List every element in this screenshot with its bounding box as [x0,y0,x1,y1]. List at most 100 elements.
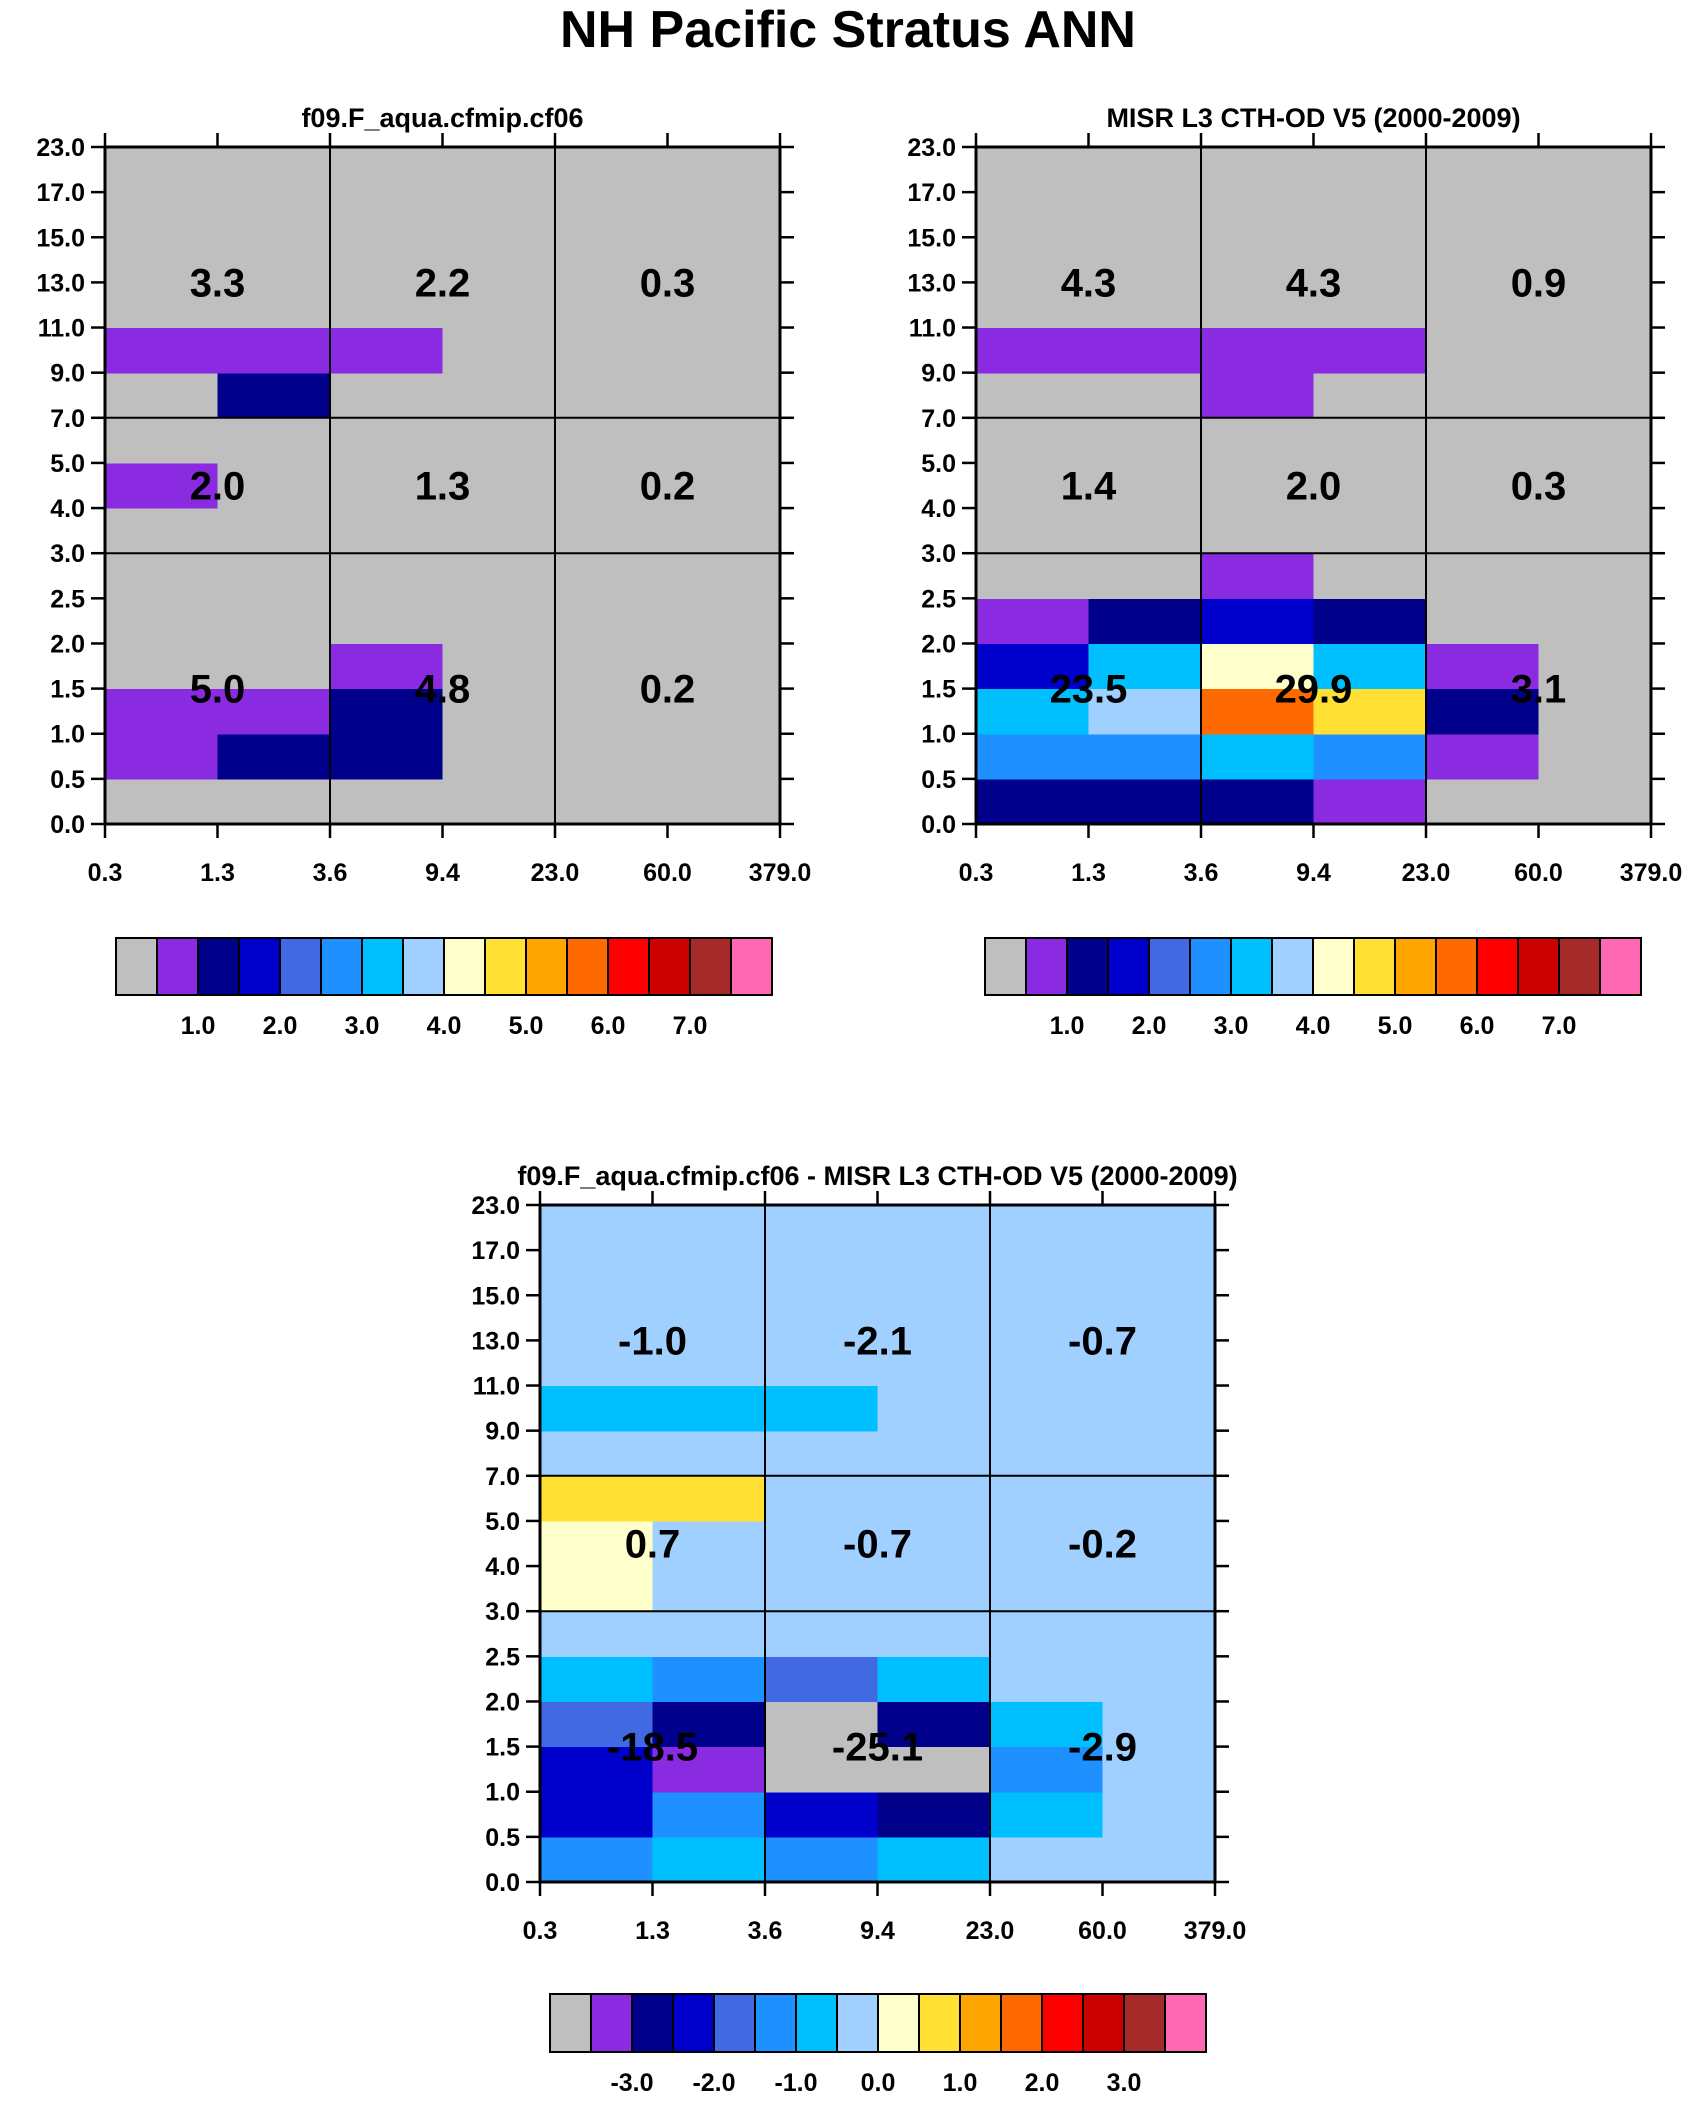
colorbar-label: 3.0 [1214,1012,1249,1040]
heatmap-cell [442,598,556,645]
block-value-label: -0.7 [1068,1319,1137,1363]
heatmap-cell [1102,1701,1216,1748]
heatmap-cell [765,1611,879,1657]
heatmap-cell [652,1836,766,1883]
y-tick-label: 7.0 [485,1463,520,1491]
y-tick-label: 0.5 [921,766,956,794]
colorbar-label: -3.0 [610,2069,653,2097]
x-tick-label: 3.6 [1184,859,1219,887]
heatmap-cell [990,1430,1104,1477]
heatmap-cell [330,237,444,283]
y-tick-label: 1.5 [50,676,85,704]
heatmap-cell [105,372,219,419]
heatmap-cell [877,1385,991,1432]
y-tick-label: 4.0 [485,1553,520,1581]
x-tick-label: 379.0 [749,859,812,887]
heatmap-cell [990,1385,1104,1432]
block-value-label: 2.2 [415,261,471,305]
heatmap-cell [976,598,1090,645]
y-tick-label: 13.0 [907,269,956,297]
y-tick-label: 11.0 [38,315,85,343]
heatmap-cell [1102,1656,1216,1703]
heatmap-cell [877,1340,991,1387]
heatmap-cell [555,237,669,283]
block-value-label: -2.1 [843,1319,912,1363]
block-value-label: -0.7 [843,1523,912,1567]
y-tick-label: 13.0 [471,1327,520,1355]
x-tick-label: 23.0 [531,859,580,887]
heatmap-cell [765,1656,879,1703]
heatmap-cell [330,688,444,735]
heatmap-cell [652,1611,766,1657]
heatmap-cell [1088,598,1202,645]
x-tick-label: 9.4 [425,859,460,887]
block-value-label: 2.0 [1286,465,1342,509]
colorbar-box [918,1993,961,2053]
block-value-label: -18.5 [607,1726,698,1770]
heatmap-cell [652,1701,766,1748]
block-value-label: 0.7 [625,1523,681,1567]
colorbar-label: 4.0 [1296,1012,1331,1040]
block-value-label: -1.0 [618,1319,687,1363]
colorbar-box [1082,1993,1125,2053]
y-tick-label: 15.0 [907,224,956,252]
heatmap-cell [667,282,781,329]
heatmap-cell [1313,327,1427,374]
y-tick-label: 9.0 [50,360,85,388]
block-value-label: 0.3 [1511,465,1567,509]
heatmap-cell [217,237,331,283]
heatmap-cell [1313,553,1427,599]
colorbar-box [795,1993,838,2053]
heatmap-cell [667,688,781,735]
colorbar-box [197,937,240,996]
heatmap-cell [990,1701,1104,1748]
heatmap-cell [555,643,669,690]
heatmap-cell [765,1791,879,1838]
heatmap-cell [442,372,556,419]
heatmap-cell [330,372,444,419]
heatmap-cell [1102,1430,1216,1477]
colorbar-box [1148,937,1191,996]
colorbar-box [361,937,404,996]
heatmap-cell [667,643,781,690]
heatmap-cell [442,778,556,825]
heatmap-cell [1313,147,1427,193]
colorbar-label: 1.0 [181,1012,216,1040]
heatmap-cell [217,733,331,780]
heatmap-cell [555,598,669,645]
heatmap-cell [217,192,331,238]
heatmap-cell [555,778,669,825]
heatmap-cell [330,778,444,825]
heatmap-cell [217,372,331,419]
heatmap-cell [1313,237,1427,283]
figure-title: NH Pacific Stratus ANN [560,1,1136,59]
colorbar-box [1123,1993,1166,2053]
heatmap-cell [1102,1295,1216,1341]
heatmap-cell [1313,643,1427,690]
panel-title: MISR L3 CTH-OD V5 (2000-2009) [1106,103,1520,133]
heatmap-cell [330,553,444,599]
colorbar-box [1066,937,1109,996]
y-tick-label: 2.0 [50,630,85,658]
colorbar-box [1189,937,1232,996]
heatmap-cell [1201,417,1315,464]
colorbar-label: 3.0 [1107,2069,1142,2097]
heatmap-cell [105,462,219,509]
heatmap-cell [1088,192,1202,238]
heatmap-cell [667,508,781,554]
x-tick-label: 9.4 [1296,859,1331,887]
heatmap-cell [976,508,1090,554]
heatmap-cell [540,1836,654,1883]
heatmap-cell [667,327,781,374]
heatmap-cell [1313,733,1427,780]
heatmap-cell [540,1746,654,1793]
y-tick-label: 2.5 [921,585,956,613]
heatmap-cell [555,553,669,599]
heatmap-cell [1102,1566,1216,1612]
heatmap-cell [105,778,219,825]
heatmap-cell [1102,1205,1216,1251]
heatmap-cell [667,553,781,599]
heatmap-cell [990,1205,1104,1251]
heatmap-cell [667,192,781,238]
